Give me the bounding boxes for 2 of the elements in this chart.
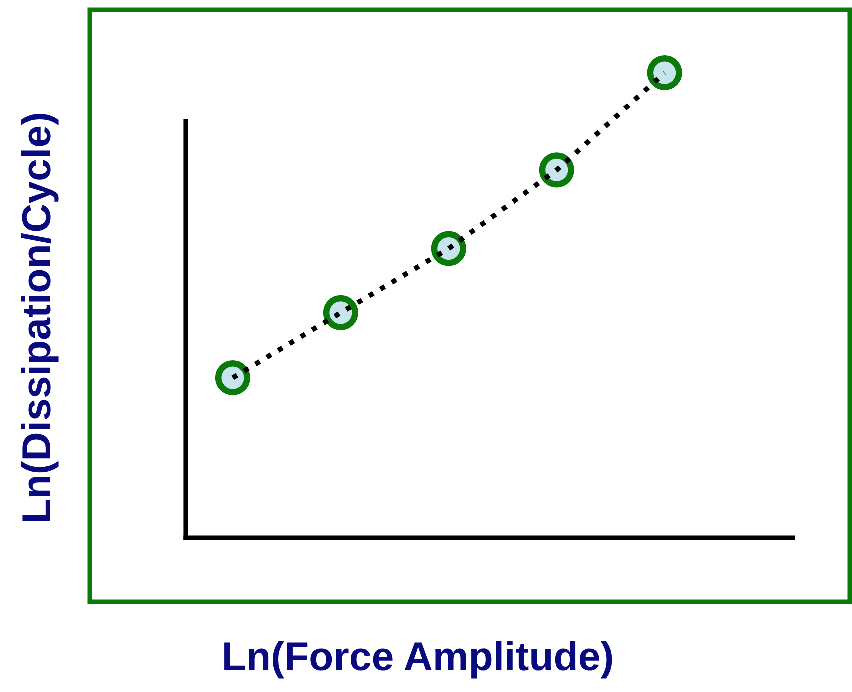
x-axis-title: Ln(Force Amplitude): [224, 641, 612, 679]
y-axis-title: Ln(Dissipation/Cycle): [21, 114, 59, 522]
